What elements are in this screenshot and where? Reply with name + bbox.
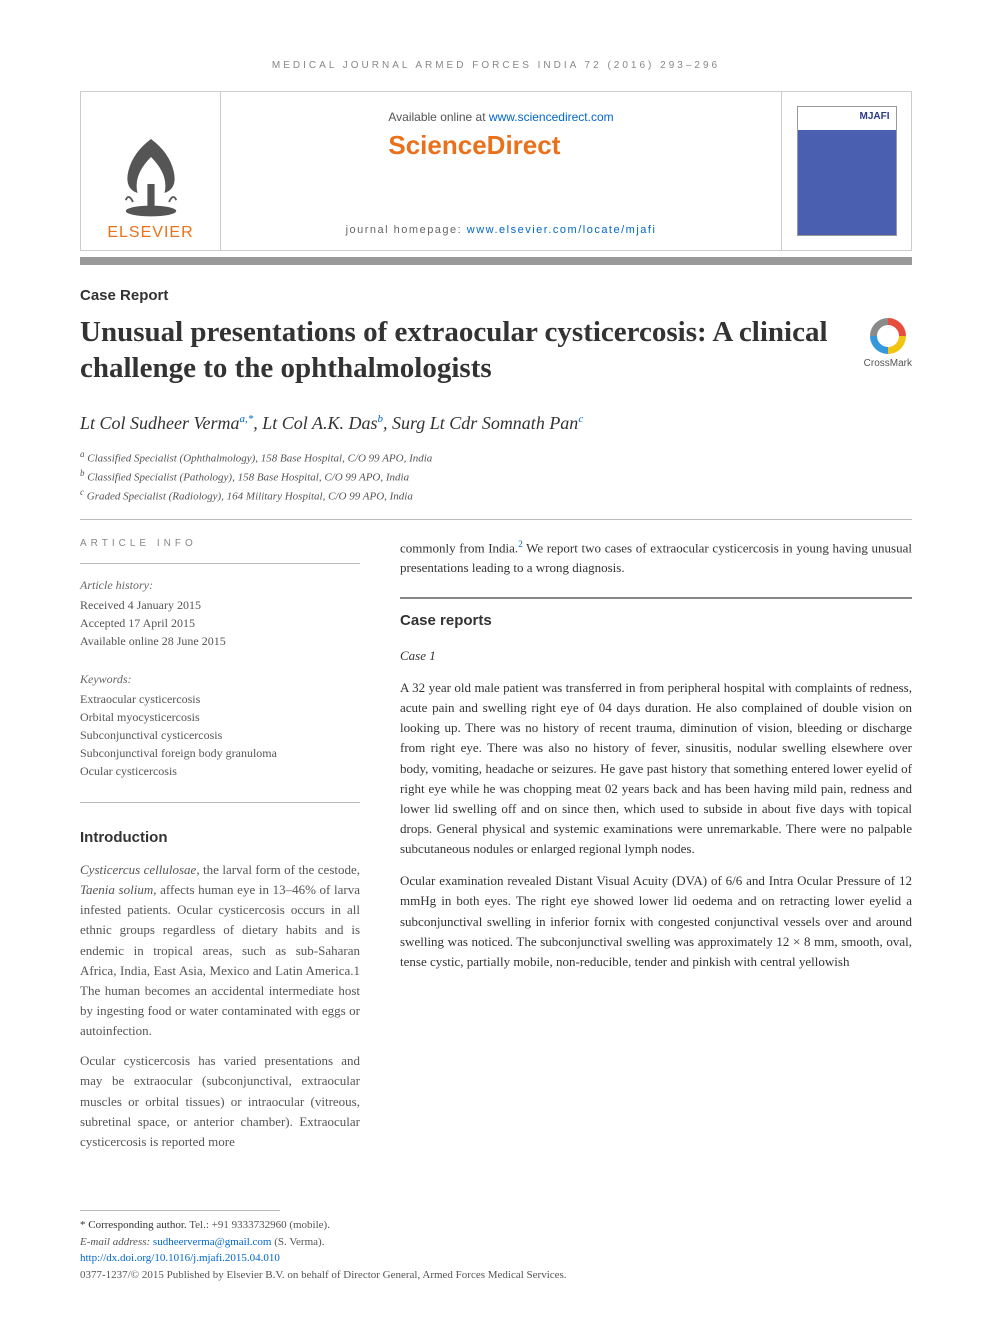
- right-top-a: commonly from India.: [400, 540, 518, 555]
- keyword-item: Ocular cysticercosis: [80, 762, 360, 780]
- elsevier-logo-cell: ELSEVIER: [81, 92, 221, 250]
- intro-text-1b: , the larval form of the cestode,: [196, 862, 360, 877]
- divider: [80, 519, 912, 520]
- author-2: , Lt Col A.K. Das: [253, 413, 377, 433]
- available-prefix: Available online at: [388, 110, 489, 124]
- keyword-item: Subconjunctival foreign body granuloma: [80, 744, 360, 762]
- case-1-label: Case 1: [400, 646, 912, 666]
- elsevier-wordmark: ELSEVIER: [107, 224, 193, 242]
- keyword-item: Extraocular cysticercosis: [80, 690, 360, 708]
- ref-1[interactable]: 1: [354, 963, 361, 978]
- intro-paragraph-2: Ocular cysticercosis has varied presenta…: [80, 1051, 360, 1152]
- intro-paragraph-1: Cysticercus cellulosae, the larval form …: [80, 860, 360, 1041]
- article-history: Article history: Received 4 January 2015…: [80, 576, 360, 650]
- affiliation-b: b Classified Specialist (Pathology), 158…: [80, 467, 912, 486]
- homepage-prefix: journal homepage:: [346, 224, 467, 236]
- history-online: Available online 28 June 2015: [80, 632, 360, 650]
- article-info-head: ARTICLE INFO: [80, 538, 360, 549]
- article-type: Case Report: [80, 287, 912, 304]
- info-rule: [80, 563, 360, 564]
- header-divider-bar: [80, 257, 912, 265]
- author-3: , Surg Lt Cdr Somnath Pan: [383, 413, 578, 433]
- author-3-affil-sup: c: [578, 413, 583, 425]
- affiliation-b-text: Classified Specialist (Pathology), 158 B…: [87, 471, 409, 483]
- history-label: Article history:: [80, 576, 360, 594]
- history-received: Received 4 January 2015: [80, 596, 360, 614]
- crossmark-icon: [870, 318, 906, 354]
- affiliation-a-text: Classified Specialist (Ophthalmology), 1…: [87, 452, 432, 464]
- history-accepted: Accepted 17 April 2015: [80, 614, 360, 632]
- article-title: Unusual presentations of extraocular cys…: [80, 314, 844, 387]
- intro-ital-2: Taenia solium: [80, 882, 153, 897]
- info-bottom-rule: [80, 802, 360, 803]
- sciencedirect-link[interactable]: www.sciencedirect.com: [489, 110, 614, 124]
- issn-copyright-line: 0377-1237/© 2015 Published by Elsevier B…: [80, 1267, 912, 1284]
- intro-ital-1: Cysticercus cellulosae: [80, 862, 196, 877]
- case-reports-heading: Case reports: [400, 609, 912, 632]
- case-reports-rule: [400, 597, 912, 599]
- author-1: Lt Col Sudheer Verma: [80, 413, 240, 433]
- header-center: Available online at www.sciencedirect.co…: [221, 92, 781, 250]
- keywords-label: Keywords:: [80, 670, 360, 688]
- keywords-block: Keywords: Extraocular cysticercosis Orbi…: [80, 670, 360, 780]
- affiliations: a Classified Specialist (Ophthalmology),…: [80, 448, 912, 505]
- keyword-item: Subconjunctival cysticercosis: [80, 726, 360, 744]
- doi-link[interactable]: http://dx.doi.org/10.1016/j.mjafi.2015.0…: [80, 1252, 280, 1264]
- introduction-body: Cysticercus cellulosae, the larval form …: [80, 860, 360, 1152]
- running-head: MEDICAL JOURNAL ARMED FORCES INDIA 72 (2…: [80, 60, 912, 71]
- corr-label: * Corresponding author.: [80, 1219, 187, 1231]
- journal-cover-abbrev: MJAFI: [860, 111, 890, 122]
- affiliation-c: c Graded Specialist (Radiology), 164 Mil…: [80, 486, 912, 505]
- email-suffix: (S. Verma).: [271, 1236, 324, 1248]
- email-line: E-mail address: sudheerverma@gmail.com (…: [80, 1234, 912, 1251]
- introduction-heading: Introduction: [80, 829, 360, 846]
- affiliation-c-text: Graded Specialist (Radiology), 164 Milit…: [87, 490, 413, 502]
- available-online-line: Available online at www.sciencedirect.co…: [388, 110, 613, 124]
- left-column: ARTICLE INFO Article history: Received 4…: [80, 538, 360, 1162]
- footer-rule: [80, 1210, 280, 1211]
- intro-text-1e: The human becomes an accidental intermed…: [80, 983, 360, 1038]
- homepage-link[interactable]: www.elsevier.com/locate/mjafi: [467, 224, 657, 236]
- author-1-affil-sup: a,: [240, 413, 248, 425]
- journal-homepage-line: journal homepage: www.elsevier.com/locat…: [346, 224, 657, 236]
- crossmark-label: CrossMark: [864, 358, 912, 369]
- case-1-paragraph-1: A 32 year old male patient was transferr…: [400, 678, 912, 859]
- affiliation-a: a Classified Specialist (Ophthalmology),…: [80, 448, 912, 467]
- journal-cover-cell: MJAFI: [781, 92, 911, 250]
- case-1-paragraph-2: Ocular examination revealed Distant Visu…: [400, 871, 912, 972]
- keyword-item: Orbital myocysticercosis: [80, 708, 360, 726]
- authors-line: Lt Col Sudheer Vermaa,*, Lt Col A.K. Das…: [80, 413, 912, 434]
- journal-cover-thumbnail: MJAFI: [797, 106, 897, 236]
- corr-email-link[interactable]: sudheerverma@gmail.com: [153, 1236, 272, 1248]
- elsevier-tree-icon: [106, 130, 196, 220]
- crossmark-badge[interactable]: CrossMark: [864, 318, 912, 369]
- intro-continuation: commonly from India.2 We report two case…: [400, 538, 912, 579]
- footer: * Corresponding author. Tel.: +91 933373…: [80, 1210, 912, 1283]
- corresponding-author-line: * Corresponding author. Tel.: +91 933373…: [80, 1217, 912, 1234]
- journal-header: ELSEVIER Available online at www.science…: [80, 91, 912, 251]
- corr-tel: Tel.: +91 9333732960 (mobile).: [187, 1219, 330, 1231]
- email-label: E-mail address:: [80, 1236, 153, 1248]
- right-column: commonly from India.2 We report two case…: [400, 538, 912, 1162]
- sciencedirect-logo: ScienceDirect: [388, 130, 613, 161]
